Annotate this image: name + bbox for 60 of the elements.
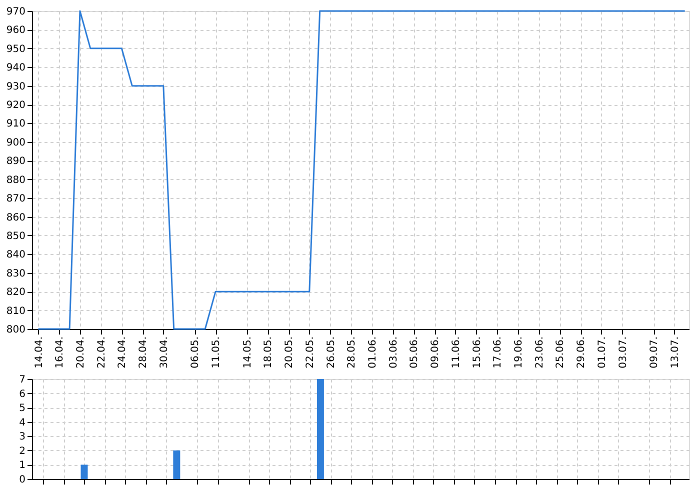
y-tick-label: 940 [6, 62, 26, 74]
y-tick-label: 800 [6, 324, 26, 336]
x-tick-label: 14.04. [34, 336, 45, 368]
y-tick-label: 6 [19, 388, 26, 400]
y-tick-label: 0 [19, 474, 26, 486]
y-tick-label: 7 [19, 374, 26, 386]
x-tick-label: 19.06. [513, 336, 524, 368]
x-tick-label: 06.05. [190, 336, 202, 368]
y-tick-label: 880 [6, 174, 26, 186]
y-tick-label: 950 [6, 44, 26, 55]
y-tick-label: 850 [6, 230, 26, 242]
x-tick-label: 09.06. [430, 336, 442, 368]
y-tick-label: 870 [6, 194, 26, 205]
x-tick-label: 14.05. [242, 336, 254, 368]
y-tick-label: 930 [6, 81, 26, 92]
y-tick-label: 920 [6, 100, 26, 112]
y-tick-label: 970 [6, 6, 26, 18]
y-tick-label: 860 [6, 212, 26, 224]
x-tick-label: 17.06. [492, 336, 504, 368]
y-tick-label: 810 [6, 306, 26, 317]
x-tick-label: 22.05. [304, 336, 316, 368]
x-tick-label: 26.05. [326, 336, 337, 368]
x-tick-label: 30.04. [158, 336, 170, 368]
y-tick-label: 820 [6, 287, 26, 298]
y-tick-label: 840 [6, 250, 26, 261]
x-tick-label: 11.06. [450, 336, 462, 368]
x-tick-label: 22.04. [96, 336, 108, 368]
x-tick-label: 01.06. [367, 336, 378, 368]
bar [173, 450, 180, 479]
x-tick-label: 03.06. [388, 336, 400, 368]
bar [316, 379, 324, 479]
x-tick-label: 28.04. [138, 336, 150, 368]
x-tick-label: 23.06. [534, 336, 546, 368]
y-tick-label: 3 [19, 432, 26, 443]
x-tick-label: 11.05. [211, 336, 222, 368]
y-tick-label: 5 [19, 403, 26, 414]
x-tick-label: 01.07. [596, 336, 608, 368]
y-tick-label: 910 [6, 118, 26, 130]
x-tick-label: 16.04. [54, 336, 66, 368]
y-tick-label: 2 [19, 446, 26, 457]
x-tick-label: 13.07. [670, 336, 681, 368]
x-tick-label: 24.04. [117, 336, 128, 368]
x-tick-label: 29.06. [576, 336, 588, 368]
line-series [38, 10, 686, 330]
x-tick-label: 25.06. [555, 336, 566, 368]
y-tick-label: 960 [6, 25, 26, 36]
x-tick-label: 09.07. [649, 336, 660, 368]
y-tick-label: 830 [6, 268, 26, 280]
x-tick-label: 05.06. [409, 336, 420, 368]
x-tick-label: 18.05. [263, 336, 274, 368]
x-tick-label: 20.04. [75, 336, 86, 368]
x-tick-label: 15.06. [472, 336, 483, 368]
y-tick-label: 900 [6, 137, 26, 148]
y-tick-label: 1 [19, 460, 26, 472]
bar [80, 464, 88, 479]
x-tick-label: 20.05. [284, 336, 296, 368]
y-tick-label: 890 [6, 156, 26, 168]
x-tick-label: 03.07. [618, 336, 629, 368]
y-tick-label: 4 [19, 417, 26, 428]
x-tick-label: 28.05. [346, 336, 358, 368]
